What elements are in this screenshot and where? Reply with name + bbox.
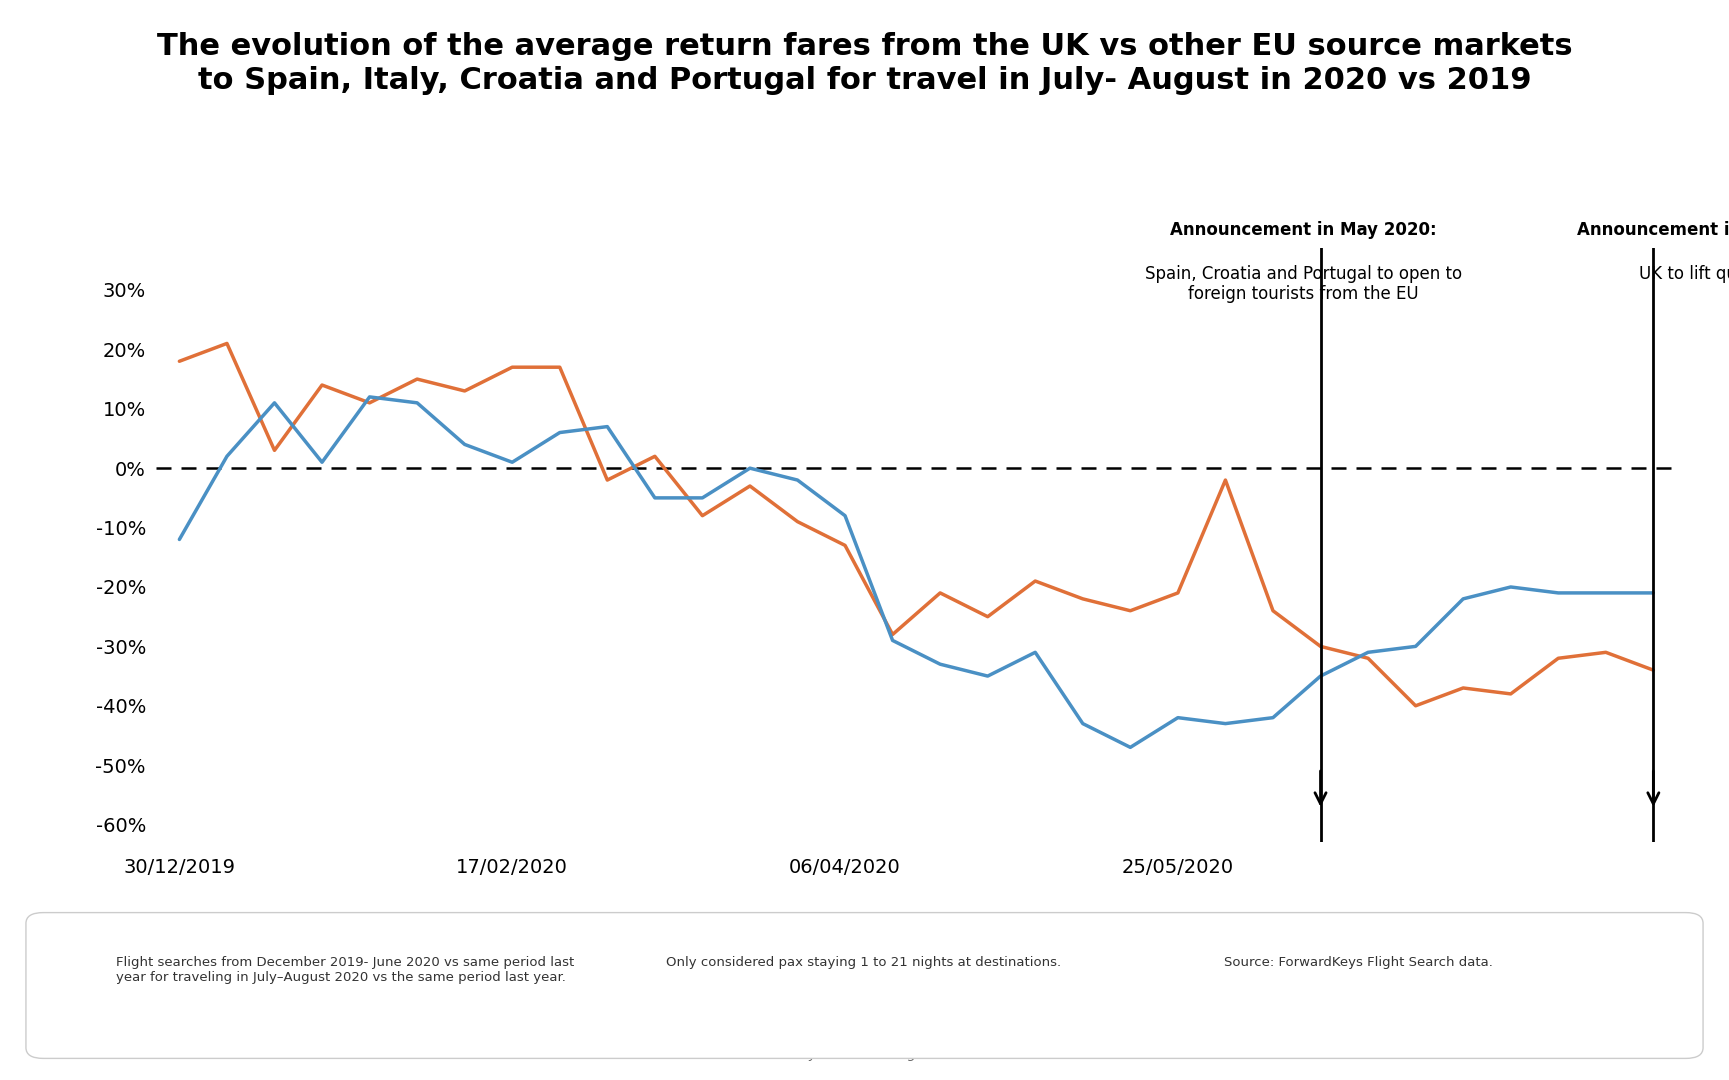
Text: Spain, Croatia and Portugal to open to
foreign tourists from the EU: Spain, Croatia and Portugal to open to f… [1145, 265, 1461, 303]
Legend: Trips from the UK, Trips from Germany, Netherlands and France: Trips from the UK, Trips from Germany, N… [354, 947, 1113, 982]
Text: The evolution of the average return fares from the UK vs other EU source markets: The evolution of the average return fare… [157, 32, 1572, 95]
Text: © ForwardKeys, 2020. All Rights Reserved.: © ForwardKeys, 2020. All Rights Reserved… [721, 1048, 1008, 1061]
Text: Announcement in May 2020:: Announcement in May 2020: [1171, 221, 1437, 240]
Text: Source: ForwardKeys Flight Search data.: Source: ForwardKeys Flight Search data. [1224, 956, 1494, 969]
Text: Announcement in 03 July 2020:: Announcement in 03 July 2020: [1577, 221, 1729, 240]
Text: Only considered pax staying 1 to 21 nights at destinations.: Only considered pax staying 1 to 21 nigh… [666, 956, 1062, 969]
Text: UK to lift quarantine: UK to lift quarantine [1639, 265, 1729, 283]
Bar [67, 971, 102, 984]
Text: !: ! [1188, 983, 1195, 1001]
Text: Flight searches from December 2019- June 2020 vs same period last
year for trave: Flight searches from December 2019- June… [116, 956, 574, 984]
